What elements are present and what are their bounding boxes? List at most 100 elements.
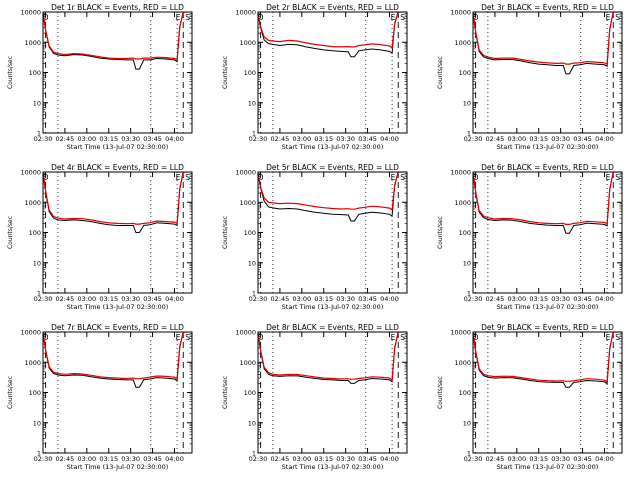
x-tick-label: 03:15 [314, 135, 333, 143]
x-tick-label: 03:15 [314, 455, 333, 463]
chart-title: Det 4r BLACK = Events, RED = LLD [51, 163, 184, 172]
x-tick-label: 02:45 [271, 455, 290, 463]
chart-panel-7: Det 7r BLACK = Events, RED = LLD 1 10 100 10… [7, 323, 193, 471]
chart-title: Det 1r BLACK = Events, RED = LLD [51, 3, 184, 12]
x-tick-label: 03:30 [121, 455, 140, 463]
x-tick-label: 03:45 [143, 295, 162, 303]
plot-frame [42, 11, 193, 134]
x-tick-label: 03:00 [77, 295, 96, 303]
x-tick-label: 03:00 [77, 455, 96, 463]
y-tick-label: 10 [463, 419, 471, 427]
y-tick-label: 1 [467, 450, 471, 458]
x-tick-label: 02:30 [249, 135, 268, 143]
events-series-line [43, 332, 189, 388]
x-tick-label: 04:00 [595, 295, 614, 303]
y-axis-label: Counts/sec [222, 376, 229, 409]
chart-title: Det 3r BLACK = Events, RED = LLD [481, 3, 614, 12]
x-tick-label: 03:45 [358, 455, 377, 463]
events-series-line [258, 332, 404, 384]
y-tick-label: 100 [29, 229, 41, 237]
event-marker-label: D [43, 333, 49, 342]
x-tick-label: 03:15 [529, 295, 548, 303]
x-tick-label: 03:30 [336, 295, 355, 303]
plot-frame [42, 331, 193, 454]
chart-title: Det 5r BLACK = Events, RED = LLD [266, 163, 399, 172]
y-tick-label: 10000 [20, 329, 41, 337]
y-axis-label: Counts/sec [222, 56, 229, 89]
lld-series-line [258, 332, 404, 381]
x-axis-label: Start Time (13-Jul-07 02:30:00) [497, 463, 599, 471]
y-tick-label: 10 [33, 259, 41, 267]
plot-frame [257, 11, 408, 134]
event-marker-label: D [258, 173, 264, 182]
x-tick-label: 03:45 [358, 295, 377, 303]
lld-series-line [43, 172, 189, 225]
plot-frame [42, 171, 193, 294]
x-tick-label: 02:45 [56, 295, 75, 303]
x-tick-label: 04:00 [165, 295, 184, 303]
events-series-line [473, 12, 619, 75]
x-tick-label: 02:30 [464, 135, 483, 143]
y-tick-label: 100 [459, 389, 471, 397]
x-tick-label: 04:00 [380, 455, 399, 463]
y-tick-label: 1000 [24, 359, 41, 367]
y-axis-label: Counts/sec [7, 56, 14, 89]
chart-panel-3: Det 3r BLACK = Events, RED = LLD 1 10 100 10… [437, 3, 623, 151]
x-tick-label: 03:30 [121, 295, 140, 303]
x-tick-label: 02:45 [56, 135, 75, 143]
event-marker-label: S [615, 13, 620, 22]
x-tick-label: 02:30 [464, 295, 483, 303]
x-tick-label: 03:30 [551, 135, 570, 143]
chart-panel-1: Det 1r BLACK = Events, RED = LLD 1 10 100 10… [7, 3, 193, 151]
y-tick-label: 10 [463, 99, 471, 107]
x-tick-label: 03:45 [358, 135, 377, 143]
x-tick-label: 02:45 [486, 455, 505, 463]
y-tick-label: 1000 [239, 359, 256, 367]
lld-series-line [473, 172, 619, 225]
x-tick-label: 03:00 [292, 295, 311, 303]
y-tick-label: 1 [37, 450, 41, 458]
y-axis-label: Counts/sec [222, 216, 229, 249]
event-marker-label: S [185, 173, 190, 182]
events-series-line [43, 172, 189, 233]
x-tick-label: 03:00 [507, 295, 526, 303]
x-tick-label: 03:45 [573, 455, 592, 463]
x-axis-label: Start Time (13-Jul-07 02:30:00) [497, 303, 599, 311]
y-tick-label: 100 [459, 229, 471, 237]
x-tick-label: 03:45 [573, 135, 592, 143]
y-axis-label: Counts/sec [437, 56, 444, 89]
plot-frame [257, 331, 408, 454]
x-axis-label: Start Time (13-Jul-07 02:30:00) [67, 303, 169, 311]
x-tick-label: 02:45 [271, 295, 290, 303]
y-tick-label: 10000 [235, 9, 256, 17]
y-tick-label: 10 [248, 99, 256, 107]
lld-series-line [473, 12, 619, 66]
x-tick-label: 03:15 [99, 455, 118, 463]
y-tick-label: 1000 [454, 359, 471, 367]
x-tick-label: 02:30 [249, 455, 268, 463]
event-marker-label: D [473, 13, 479, 22]
event-marker-label: S [615, 173, 620, 182]
chart-title: Det 7r BLACK = Events, RED = LLD [51, 323, 184, 332]
y-tick-label: 1000 [239, 199, 256, 207]
x-tick-label: 03:15 [99, 135, 118, 143]
y-tick-label: 1 [252, 290, 256, 298]
y-tick-label: 10 [33, 419, 41, 427]
y-tick-label: 100 [29, 389, 41, 397]
y-tick-label: 1 [252, 130, 256, 138]
event-marker-label: D [43, 173, 49, 182]
y-tick-label: 100 [244, 69, 256, 77]
x-tick-label: 03:15 [314, 295, 333, 303]
chart-title: Det 6r BLACK = Events, RED = LLD [481, 163, 614, 172]
chart-panel-5: Det 5r BLACK = Events, RED = LLD 1 10 100 10… [222, 163, 408, 311]
y-tick-label: 1 [37, 130, 41, 138]
x-tick-label: 02:45 [486, 295, 505, 303]
event-marker-label: S [185, 13, 190, 22]
y-tick-label: 10 [33, 99, 41, 107]
event-marker-label: E [176, 333, 181, 342]
y-tick-label: 1000 [24, 199, 41, 207]
x-tick-label: 03:15 [529, 455, 548, 463]
x-tick-label: 04:00 [165, 455, 184, 463]
x-tick-label: 03:30 [121, 135, 140, 143]
x-tick-label: 03:00 [507, 455, 526, 463]
